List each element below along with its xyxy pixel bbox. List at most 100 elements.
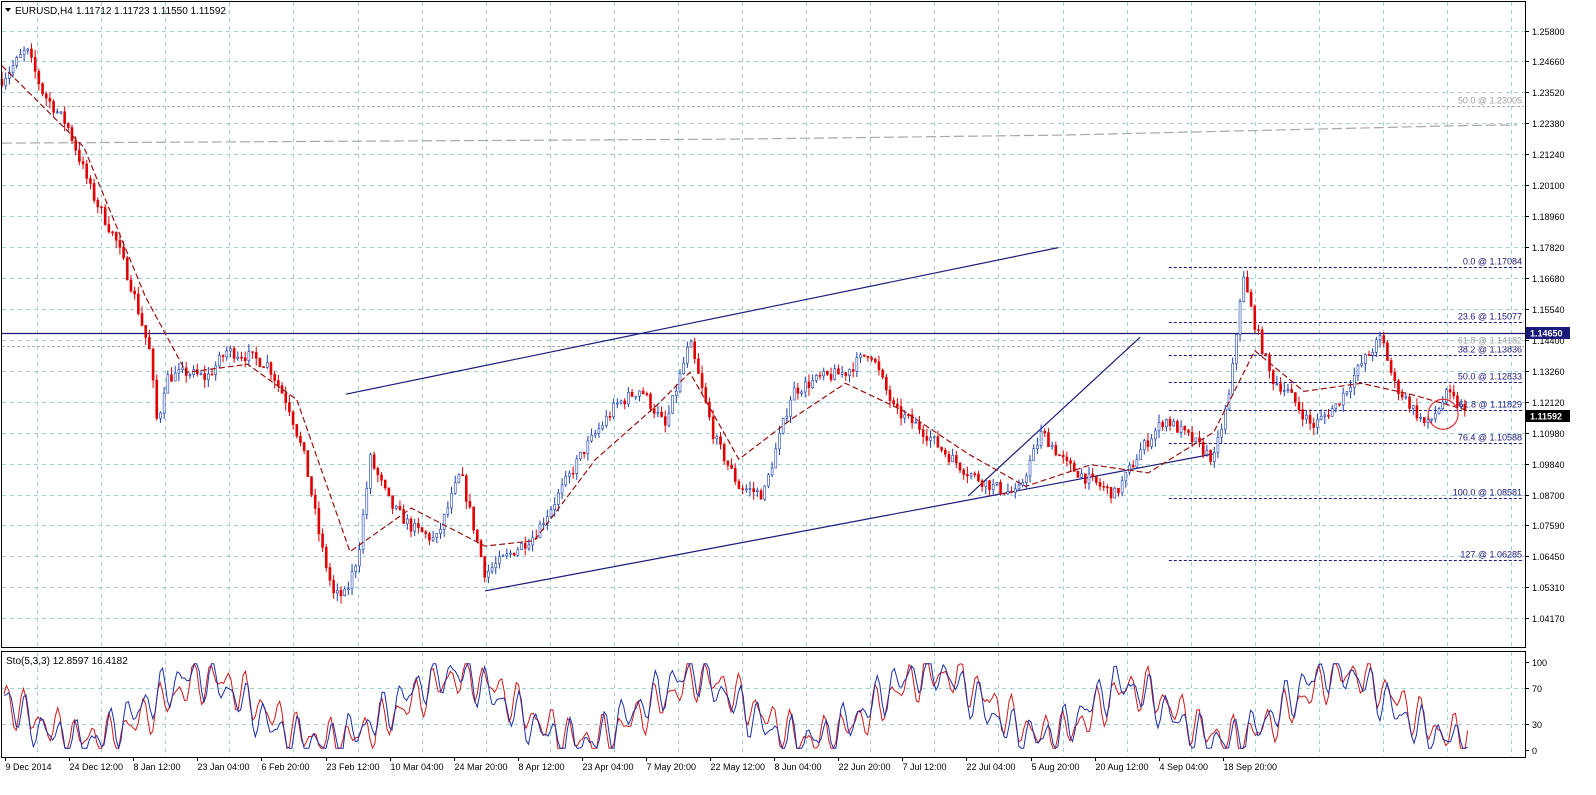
- candle-body: [85, 163, 89, 179]
- candle-body: [37, 71, 41, 84]
- highlight-circle[interactable]: [1427, 398, 1459, 430]
- candle-body: [645, 393, 649, 396]
- candle-body: [402, 509, 405, 524]
- candle-body: [781, 418, 785, 434]
- candle-body: [122, 246, 125, 259]
- candle-body: [203, 373, 206, 380]
- candle-body: [1275, 383, 1279, 386]
- candle-body: [1312, 423, 1316, 428]
- candle-body: [516, 549, 520, 556]
- candle-body: [11, 65, 15, 73]
- candle-body: [925, 436, 929, 441]
- candle-body: [1150, 438, 1153, 447]
- candle-body: [1389, 360, 1393, 373]
- candle-body: [733, 468, 737, 482]
- candle-body: [630, 391, 634, 397]
- candle-body: [177, 369, 181, 374]
- candle-body: [914, 421, 918, 424]
- candle-body: [15, 57, 19, 66]
- candle-body: [1142, 440, 1146, 451]
- time-tick-label: 23 Feb 12:00: [327, 762, 380, 772]
- candle-body: [464, 475, 468, 502]
- candle-body: [107, 224, 111, 233]
- candle-body: [111, 231, 114, 234]
- candle-body: [376, 468, 380, 476]
- candle-body: [1452, 391, 1456, 397]
- candle-body: [969, 473, 973, 477]
- candle-body: [1021, 482, 1024, 486]
- candle-body: [406, 518, 409, 524]
- candle-body: [1249, 291, 1253, 307]
- candle-body: [881, 369, 884, 378]
- candle-body: [181, 367, 184, 371]
- candle-body: [1017, 484, 1021, 490]
- candle-body: [1146, 440, 1150, 447]
- candle-body: [1231, 363, 1234, 395]
- candle-body: [844, 372, 848, 376]
- candle-body: [1352, 374, 1356, 388]
- time-tick-label: 9 Dec 2014: [6, 762, 52, 772]
- candle-body: [870, 357, 873, 360]
- candle-body: [560, 484, 564, 494]
- trendline[interactable]: [345, 247, 1059, 395]
- candle-body: [468, 501, 472, 508]
- candle-body: [118, 239, 122, 248]
- candle-body: [1330, 408, 1334, 417]
- candle-body: [413, 523, 416, 532]
- candle-body: [1172, 421, 1176, 427]
- candle-body: [1378, 335, 1382, 341]
- candle-body: [652, 408, 656, 414]
- price-tag-box: [1526, 410, 1570, 422]
- time-tick-label: 7 May 20:00: [647, 762, 697, 772]
- candle-body: [78, 149, 81, 162]
- candle-body: [826, 371, 829, 375]
- candle-body: [943, 449, 947, 455]
- candle-body: [369, 454, 372, 489]
- candle-body: [523, 543, 527, 549]
- candle-body: [1061, 454, 1065, 458]
- candle-body: [1260, 329, 1264, 354]
- candle-body: [693, 341, 697, 360]
- candle-body: [1430, 418, 1433, 421]
- candle-body: [789, 399, 792, 417]
- candle-body: [829, 374, 833, 380]
- dropdown-triangle-icon[interactable]: [5, 8, 11, 12]
- time-tick-label: 23 Apr 04:00: [583, 762, 634, 772]
- time-tick-label: 22 Jul 04:00: [967, 762, 1016, 772]
- candle-body: [711, 416, 715, 439]
- sma-path: [1, 124, 1517, 144]
- candle-body: [1264, 353, 1268, 355]
- candle-body: [1463, 403, 1467, 410]
- candle-body: [472, 506, 475, 531]
- candle-body: [336, 589, 339, 594]
- price-candles: [0, 43, 1467, 604]
- candle-body: [350, 571, 354, 590]
- candle-body: [89, 178, 92, 184]
- price-tick-label: 1.10980: [1532, 429, 1565, 439]
- highlight-circle-shape[interactable]: [1427, 398, 1459, 430]
- candle-body: [251, 351, 254, 353]
- candle-body: [741, 488, 744, 490]
- candle-body: [1069, 460, 1072, 464]
- candle-body: [1058, 454, 1061, 457]
- candle-body: [236, 356, 240, 359]
- candle-body: [1025, 475, 1028, 483]
- candle-body: [67, 123, 70, 128]
- candle-body: [262, 366, 265, 368]
- candle-body: [1002, 492, 1006, 495]
- candle-body: [450, 492, 453, 509]
- candle-body: [568, 472, 571, 477]
- candle-body: [973, 473, 977, 476]
- candle-body: [170, 374, 173, 382]
- candle-body: [221, 355, 225, 358]
- price-tick-label: 1.08700: [1532, 491, 1565, 501]
- candle-body: [792, 387, 796, 401]
- trendline[interactable]: [967, 336, 1141, 497]
- candle-body: [476, 529, 479, 542]
- candle-body: [1176, 421, 1179, 433]
- candle-body: [1294, 392, 1297, 403]
- fibonacci-levels[interactable]: 0.0 @ 1.17084 23.6 @ 1.15077 38.2 @ 1.1383…: [2, 96, 1525, 561]
- candle-body: [1242, 276, 1246, 302]
- ohlc-values: 1.11712 1.11723 1.11550 1.11592: [76, 6, 226, 17]
